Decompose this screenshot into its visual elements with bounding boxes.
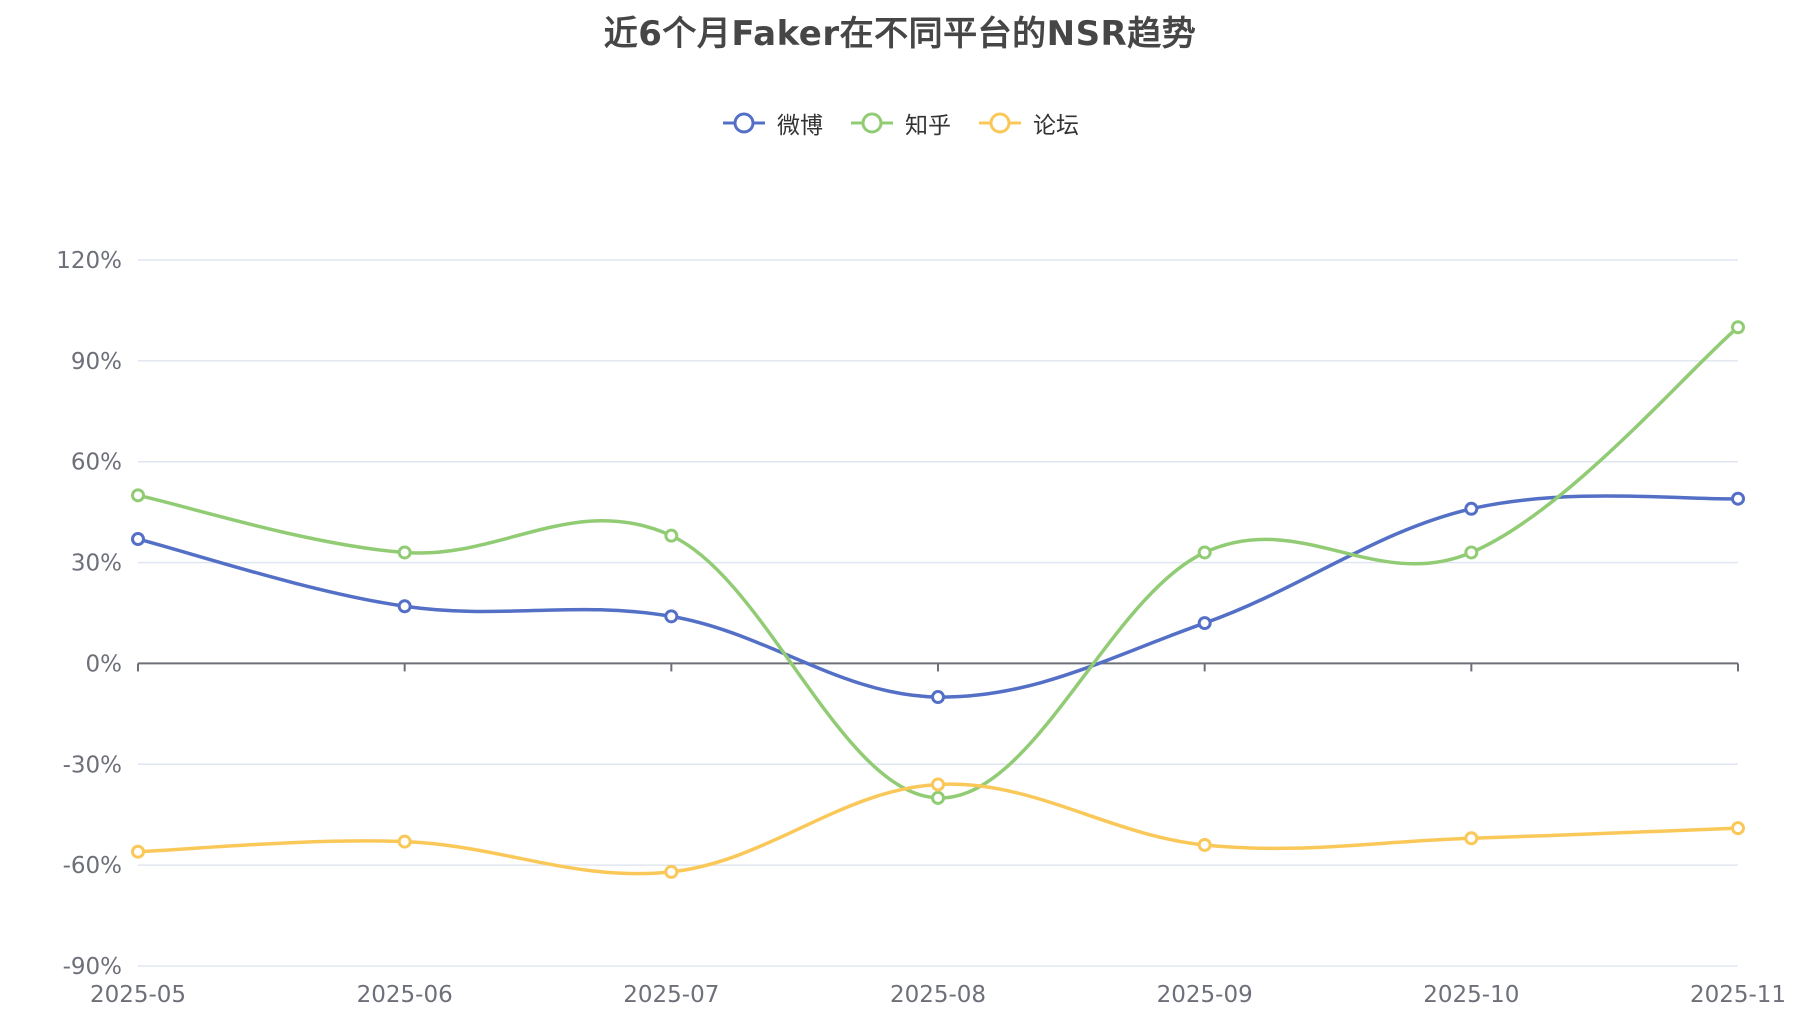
data-point[interactable]: [931, 777, 945, 792]
y-axis: 120% 90% 60% 30% 0% -30% -60% -90%: [56, 248, 122, 980]
x-tick-label: 2025-10: [1423, 982, 1519, 1008]
legend-marker-forum: [979, 112, 1021, 134]
x-tick-label: 2025-07: [623, 982, 719, 1008]
data-point[interactable]: [1464, 501, 1479, 516]
x-axis: 2025-05 2025-06 2025-07 2025-08 2025-09 2025-…: [90, 662, 1786, 1008]
data-point[interactable]: [931, 690, 945, 705]
data-point[interactable]: [1197, 616, 1212, 631]
legend-item-zhihu[interactable]: 知乎: [849, 106, 951, 140]
y-tick-label: 90%: [71, 349, 122, 375]
legend: 微博 知乎 论坛: [0, 106, 1800, 140]
data-point[interactable]: [397, 834, 412, 849]
data-point[interactable]: [1731, 491, 1745, 506]
data-point[interactable]: [131, 488, 145, 503]
data-point[interactable]: [1197, 837, 1212, 852]
data-point[interactable]: [397, 599, 412, 614]
y-tick-label: 60%: [71, 450, 122, 476]
y-tick-label: 0%: [86, 651, 123, 677]
legend-label-weibo: 微博: [777, 113, 823, 139]
y-tick-label: -30%: [63, 752, 122, 778]
x-tick-label: 2025-08: [890, 982, 986, 1008]
legend-label-forum: 论坛: [1033, 113, 1079, 139]
y-tick-label: 30%: [71, 551, 122, 577]
data-point[interactable]: [1464, 831, 1479, 846]
legend-circle: [861, 112, 883, 134]
data-point[interactable]: [1731, 320, 1745, 335]
data-point[interactable]: [1731, 821, 1745, 836]
legend-marker-weibo: [723, 112, 765, 134]
data-point[interactable]: [1197, 545, 1212, 560]
legend-circle: [733, 112, 755, 134]
x-tick-label: 2025-09: [1157, 982, 1253, 1008]
x-tick-label: 2025-05: [90, 982, 186, 1008]
series-points: [131, 320, 1745, 879]
x-tick-label: 2025-06: [357, 982, 453, 1008]
data-point[interactable]: [664, 609, 679, 624]
chart-title: 近6个月Faker在不同平台的NSR趋势: [603, 14, 1197, 54]
legend-item-weibo[interactable]: 微博: [721, 106, 823, 140]
data-point[interactable]: [131, 844, 145, 859]
data-point[interactable]: [664, 528, 679, 543]
legend-label-zhihu: 知乎: [905, 113, 951, 139]
data-point[interactable]: [131, 532, 145, 547]
legend-item-forum[interactable]: 论坛: [977, 106, 1079, 140]
y-tick-label: 120%: [56, 248, 122, 274]
data-point[interactable]: [931, 790, 945, 805]
grid-lines: [138, 259, 1738, 967]
data-point[interactable]: [664, 864, 679, 879]
data-point[interactable]: [1464, 545, 1479, 560]
x-tick-label: 2025-11: [1690, 982, 1786, 1008]
y-tick-label: -90%: [63, 954, 122, 980]
legend-marker-zhihu: [851, 112, 893, 134]
legend-circle: [989, 112, 1011, 134]
data-point[interactable]: [397, 545, 412, 560]
y-tick-label: -60%: [63, 853, 122, 879]
